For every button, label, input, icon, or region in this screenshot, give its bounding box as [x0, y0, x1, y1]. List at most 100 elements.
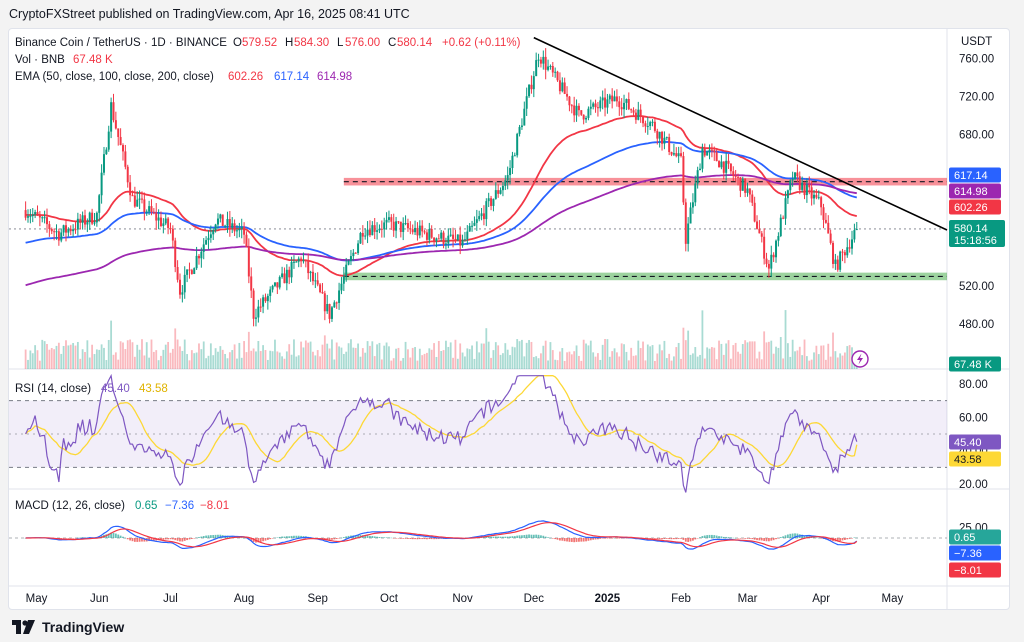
volume-bar: [637, 340, 640, 369]
time-axis-label: Jun: [90, 593, 109, 605]
candle-body: [758, 228, 761, 234]
candle-body: [136, 199, 139, 207]
volume-bar: [143, 355, 146, 369]
chart-canvas[interactable]: 760.00720.00680.00640.00520.00480.00617.…: [9, 29, 1009, 609]
volume-bar: [274, 339, 276, 369]
legend-symbol: Binance Coin / TetherUS · 1D · BINANCE: [15, 37, 227, 49]
volume-bar: [521, 339, 523, 369]
volume-bar: [385, 342, 388, 369]
candle-body: [164, 218, 167, 224]
candle-body: [765, 258, 768, 264]
macd-histogram-bar: [300, 535, 302, 538]
candle-body: [302, 260, 305, 262]
macd-histogram-bar: [817, 537, 820, 539]
volume-bar: [542, 345, 545, 369]
macd-histogram-bar: [592, 538, 595, 540]
macd-histogram-bar: [179, 538, 181, 542]
macd-histogram-bar: [209, 535, 212, 538]
macd-histogram-bar: [72, 538, 75, 539]
volume-bar: [231, 350, 234, 369]
candle-body: [183, 274, 186, 293]
volume-bar: [338, 346, 340, 369]
macd-histogram-bar: [407, 538, 409, 539]
candle-body: [471, 225, 474, 227]
volume-bar: [475, 341, 478, 369]
volume-bar: [176, 339, 179, 369]
volume-bar: [708, 348, 711, 369]
candle-body: [653, 121, 656, 131]
candle-body: [687, 223, 690, 244]
candle-body: [499, 190, 502, 194]
volume-bar: [632, 355, 635, 369]
countdown-tag: 15:18:56: [954, 235, 997, 247]
candle-body: [454, 238, 457, 241]
volume-bar: [544, 340, 547, 369]
time-axis-label: Apr: [812, 593, 830, 605]
candle-body: [95, 212, 98, 223]
macd-histogram-bar: [682, 538, 685, 540]
descending-trendline: [533, 36, 948, 231]
volume-bar: [378, 342, 381, 369]
candle-body: [473, 222, 476, 226]
macd-histogram-bar: [680, 538, 682, 539]
volume-bar: [661, 350, 663, 369]
volume-bar: [131, 342, 134, 369]
volume-bar: [243, 341, 245, 369]
macd-histogram-bar: [594, 538, 597, 540]
volume-bar: [767, 341, 770, 369]
macd-histogram-bar: [373, 536, 376, 538]
macd-histogram-bar: [532, 534, 535, 538]
volume-bar: [487, 341, 490, 369]
candle-body: [509, 168, 512, 176]
volume-bar: [79, 358, 82, 369]
candle-body: [304, 260, 307, 262]
candle-body: [340, 283, 343, 291]
volume-bar: [354, 347, 357, 369]
volume-bar: [798, 346, 801, 369]
macd-histogram-bar: [497, 536, 500, 538]
candle-body: [425, 232, 428, 240]
candle-body: [197, 255, 200, 259]
macd-histogram-bar: [169, 538, 172, 540]
chart-container[interactable]: 760.00720.00680.00640.00520.00480.00617.…: [8, 28, 1010, 610]
macd-histogram-bar: [129, 538, 132, 541]
macd-histogram-bar: [775, 538, 777, 540]
volume-bar: [592, 352, 595, 369]
macd-histogram-bar: [663, 538, 666, 540]
macd-histogram-bar: [801, 534, 804, 538]
volume-bar: [805, 356, 808, 369]
candle-body: [41, 217, 44, 219]
volume-bar: [397, 347, 400, 369]
candle-body: [587, 108, 590, 118]
candle-body: [243, 226, 246, 235]
candle-body: [60, 232, 63, 241]
candle-body: [661, 131, 664, 144]
candle-body: [409, 228, 412, 230]
volume-bar: [497, 345, 500, 369]
volume-bar: [639, 348, 642, 369]
macd-histogram-bar: [673, 538, 675, 540]
candle-body: [848, 247, 851, 249]
macd-histogram-bar: [278, 536, 281, 538]
volume-bar: [803, 339, 806, 369]
macd-histogram-bar: [661, 538, 663, 540]
macd-histogram-bar: [523, 535, 526, 538]
candle-body: [129, 182, 132, 196]
volume-bar: [103, 347, 105, 369]
macd-histogram-bar: [563, 538, 566, 542]
volume-bar: [136, 344, 139, 369]
volume-bar: [656, 353, 659, 369]
volume-bar: [456, 358, 459, 369]
candle-body: [69, 228, 72, 232]
macd-value-tag: −7.36: [954, 548, 982, 560]
volume-bar: [682, 327, 685, 369]
volume-bar: [402, 358, 405, 369]
legend-low-label: L: [337, 37, 344, 49]
candle-body: [176, 267, 179, 280]
lightning-icon[interactable]: [851, 350, 869, 368]
volume-bar: [331, 339, 333, 369]
candle-body: [257, 306, 260, 318]
tradingview-logo[interactable]: TradingView: [12, 619, 124, 635]
volume-bar: [684, 340, 687, 369]
candle-body: [390, 217, 393, 222]
